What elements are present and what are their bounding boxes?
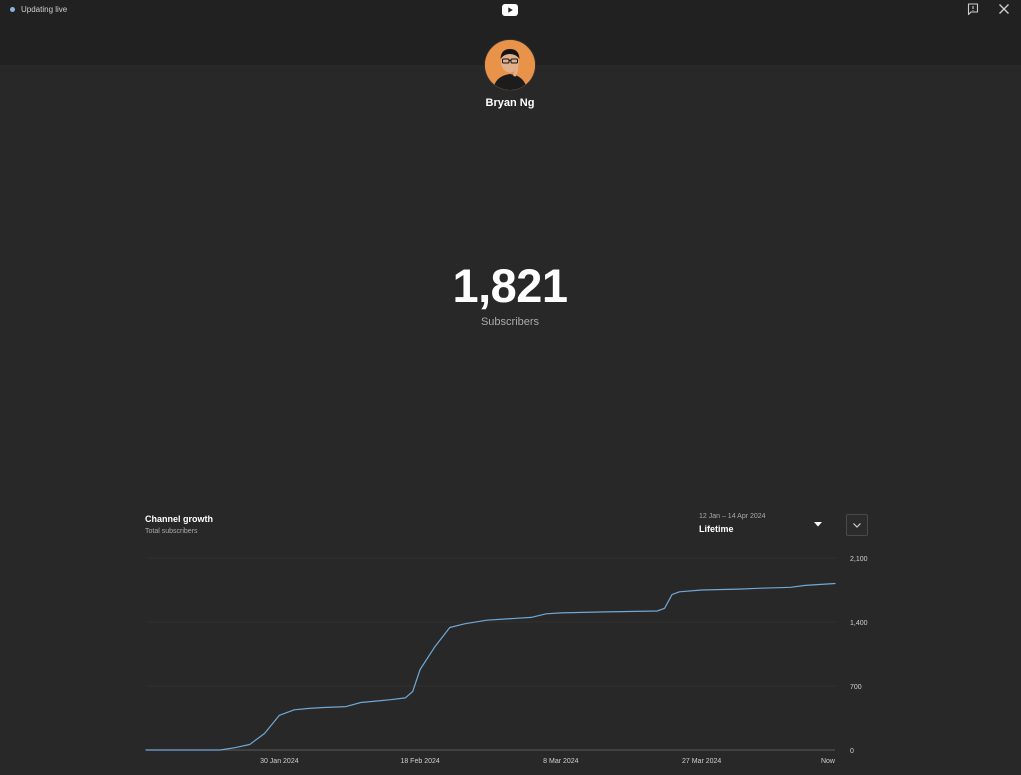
channel-name: Bryan Ng (485, 97, 535, 109)
y-tick-label: 1,400 (850, 620, 868, 627)
subscriber-count: 1,821 (452, 259, 568, 312)
x-tick-label: 18 Feb 2024 (400, 758, 439, 765)
live-status-label: Updating live (21, 4, 68, 14)
y-tick-label: 700 (850, 684, 862, 691)
x-tick-label: 8 Mar 2024 (543, 758, 579, 765)
chevron-down-icon (853, 523, 861, 528)
feedback-icon[interactable] (966, 2, 980, 16)
date-range-selector-label[interactable]: Lifetime (699, 524, 734, 534)
y-tick-label: 0 (850, 748, 854, 755)
subscriber-label: Subscribers (480, 316, 540, 328)
close-icon[interactable] (997, 2, 1011, 16)
x-tick-label: 30 Jan 2024 (260, 758, 299, 765)
expand-chart-button[interactable] (846, 514, 868, 536)
caret-down-icon[interactable] (812, 519, 824, 529)
series-line (145, 582, 836, 751)
x-tick-label: 27 Mar 2024 (682, 758, 721, 765)
live-status: Updating live (10, 3, 67, 15)
avatar-portrait-icon (485, 40, 535, 90)
live-dot-icon (10, 6, 15, 12)
chart-subtitle: Total subscribers (145, 528, 198, 535)
youtube-logo-icon (502, 4, 518, 16)
y-tick-label: 2,100 (850, 556, 868, 563)
x-tick-label: Now (821, 758, 836, 765)
chart-title: Channel growth (145, 514, 213, 524)
date-range-text: 12 Jan – 14 Apr 2024 (699, 513, 766, 520)
avatar (485, 40, 535, 90)
